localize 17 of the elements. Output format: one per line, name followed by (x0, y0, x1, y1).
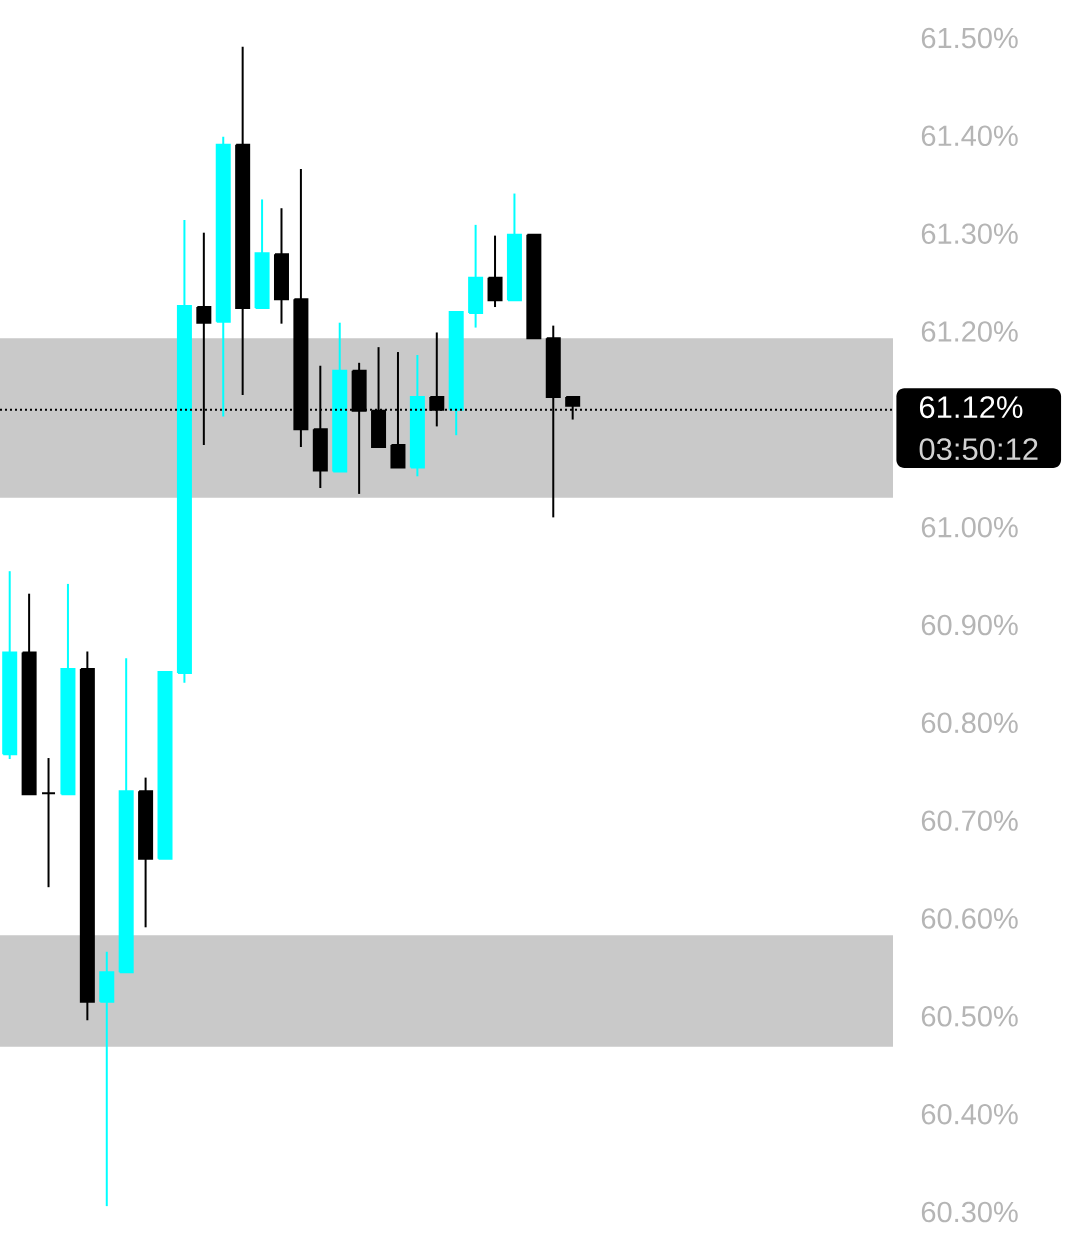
y-tick-label: 61.40% (921, 125, 1018, 147)
y-tick-label: 60.30% (921, 1201, 1018, 1223)
candlestick (487, 234, 503, 309)
ref-line-label: 61.12% (919, 396, 1023, 419)
y-tick-label: 61.00% (921, 516, 1018, 538)
y-tick-label: 60.70% (921, 810, 1018, 831)
text: 03:50:12 (919, 438, 1038, 461)
y-tick-label: 61.50% (921, 27, 1018, 49)
y-tick-label: 61.30% (921, 223, 1018, 244)
y-tick-label: 60.80% (921, 712, 1018, 734)
candlestick (99, 950, 115, 1208)
y-tick-label: 60.90% (921, 614, 1018, 636)
y-tick-label: 60.50% (921, 1006, 1018, 1027)
y-tick-label: 60.60% (921, 908, 1018, 929)
y-tick-label: 61.20% (921, 321, 1018, 342)
y-tick-label: 60.40% (921, 1103, 1018, 1125)
candlestick (41, 757, 57, 889)
